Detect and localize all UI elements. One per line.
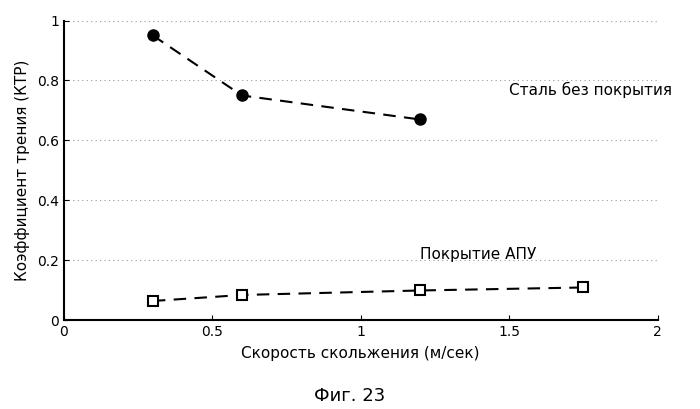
Text: Фиг. 23: Фиг. 23 [314,387,386,405]
X-axis label: Скорость скольжения (м/сек): Скорость скольжения (м/сек) [241,346,480,361]
Text: Покрытие АПУ: Покрытие АПУ [420,247,536,262]
Y-axis label: Коэффициент трения (КТР): Коэффициент трения (КТР) [15,60,30,281]
Text: Сталь без покрытия: Сталь без покрытия [509,81,672,98]
